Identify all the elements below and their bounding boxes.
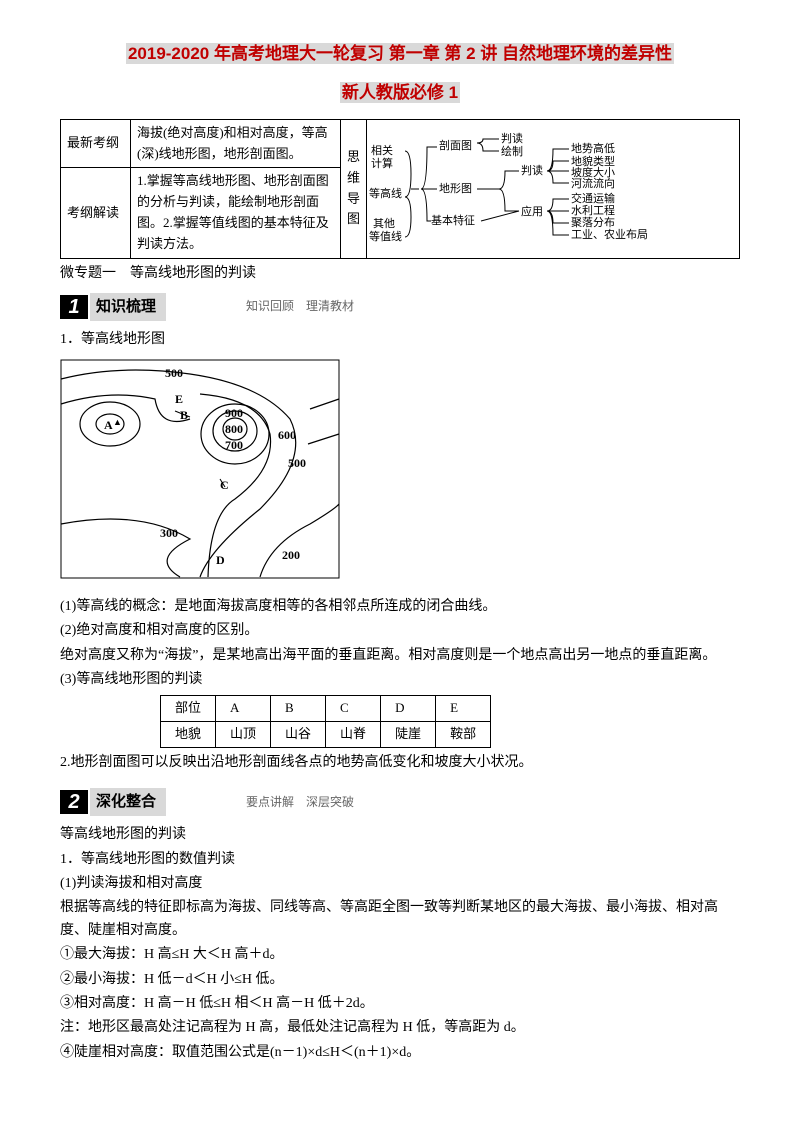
cell-kaogang-content: 海拔(绝对高度)和相对高度，等高(深)线地形图，地形剖面图。	[131, 119, 341, 168]
p1: 1．等高线地形图	[60, 329, 740, 351]
t2r5: 鞍部	[436, 722, 491, 748]
tree-b2: 地形图	[439, 182, 472, 195]
t2r1: 山顶	[216, 722, 271, 748]
t2h2: B	[271, 696, 326, 722]
tree-root3b: 等值线	[369, 229, 402, 243]
leaf6: 水利工程	[571, 204, 615, 217]
landform-table: 部位 A B C D E 地貌 山顶 山谷 山脊 陡崖 鞍部	[160, 695, 491, 748]
p7: 等高线地形图的判读	[60, 824, 740, 846]
t2r2: 山谷	[271, 722, 326, 748]
leaf7: 聚落分布	[571, 216, 615, 229]
section-1-title: 知识梳理	[90, 293, 166, 321]
leaf5: 交通运输	[571, 191, 615, 205]
p14: 注：地形区最高处注记高程为 H 高，最低处注记高程为 H 低，等高距为 d。	[60, 1017, 740, 1039]
section-1-header: 1 知识梳理 知识回顾 理清教材	[60, 293, 740, 321]
svg-text:500: 500	[288, 456, 306, 470]
svg-text:900: 900	[225, 406, 243, 420]
p9: (1)判读海拔和相对高度	[60, 873, 740, 895]
t2r0: 地貌	[161, 722, 216, 748]
p12: ②最小海拔：H 低－d＜H 小≤H 低。	[60, 969, 740, 991]
micro-topic: 微专题一 等高线地形图的判读	[60, 263, 740, 285]
t2h0: 部位	[161, 696, 216, 722]
cell-jiedu: 考纲解读	[61, 168, 131, 258]
svg-text:▲: ▲	[113, 417, 122, 427]
leaf8: 工业、农业布局	[571, 227, 648, 241]
leaf2: 地貌类型	[571, 154, 615, 168]
svg-text:200: 200	[282, 548, 300, 562]
svg-text:800: 800	[225, 422, 243, 436]
tree-b1: 剖面图	[439, 138, 472, 152]
cell-kaogang: 最新考纲	[61, 119, 131, 168]
svg-text:700: 700	[225, 438, 243, 452]
section-2-num: 2	[60, 790, 88, 814]
p5: (3)等高线地形图的判读	[60, 669, 740, 691]
tree-root2: 等高线	[369, 186, 402, 200]
svg-text:500: 500	[165, 366, 183, 380]
tree-b3: 基本特征	[431, 213, 475, 227]
tree-l2a: 判读	[521, 163, 543, 177]
section-2-sub: 要点讲解 深层突破	[246, 793, 354, 812]
outline-table: 最新考纲 海拔(绝对高度)和相对高度，等高(深)线地形图，地形剖面图。 思维导图…	[60, 119, 740, 259]
contour-map: 500 900 800 700 600 500 300 200 A▲ B C D…	[60, 359, 340, 579]
title-main: 2019-2020 年高考地理大一轮复习 第一章 第 2 讲 自然地理环境的差异…	[126, 43, 674, 64]
p2: (1)等高线的概念：是地面海拔高度相等的各相邻点所连成的闭合曲线。	[60, 596, 740, 618]
t2r3: 山脊	[326, 722, 381, 748]
p13: ③相对高度：H 高－H 低≤H 相＜H 高－H 低＋2d。	[60, 993, 740, 1015]
mindmap-svg: 相关 计算 等高线 其他 等值线 剖面图 地形图 基本特征 判读	[369, 129, 724, 249]
section-1-sub: 知识回顾 理清教材	[246, 297, 354, 316]
cell-mid: 思维导图	[341, 119, 367, 258]
leaf1: 地势高低	[571, 141, 615, 155]
p4: 绝对高度又称为“海拔”，是某地高出海平面的垂直距离。相对高度则是一个地点高出另一…	[60, 645, 740, 667]
t2h5: E	[436, 696, 491, 722]
section-2-title: 深化整合	[90, 788, 166, 816]
p11: ①最大海拔：H 高≤H 大＜H 高＋d。	[60, 944, 740, 966]
title-sub: 新人教版必修 1	[340, 82, 460, 103]
svg-text:E: E	[175, 392, 183, 406]
tree-root3: 其他	[373, 217, 395, 230]
cell-tree: 相关 计算 等高线 其他 等值线 剖面图 地形图 基本特征 判读	[367, 119, 740, 258]
p8: 1．等高线地形图的数值判读	[60, 849, 740, 871]
section-1-num: 1	[60, 295, 88, 319]
svg-text:D: D	[216, 553, 225, 567]
p10: 根据等高线的特征即标高为海拔、同线等高、等高距全图一致等判断某地区的最大海拔、最…	[60, 897, 740, 942]
tree-l3a: 应用	[521, 204, 543, 218]
tree-l1b: 绘制	[501, 144, 523, 158]
tree-root1b: 计算	[371, 156, 393, 170]
t2h4: D	[381, 696, 436, 722]
p15: ④陡崖相对高度：取值范围公式是(n－1)×d≤H＜(n＋1)×d。	[60, 1042, 740, 1064]
tree-root1: 相关	[371, 143, 393, 157]
t2h1: A	[216, 696, 271, 722]
title-wrap: 2019-2020 年高考地理大一轮复习 第一章 第 2 讲 自然地理环境的差异…	[60, 40, 740, 67]
tree-l1a: 判读	[501, 131, 523, 145]
leaf4: 河流流向	[571, 176, 615, 190]
cell-jiedu-content: 1.掌握等高线地形图、地形剖面图的分析与判读，能绘制地形剖面图。2.掌握等值线图…	[131, 168, 341, 258]
svg-text:A: A	[104, 418, 113, 432]
subtitle-wrap: 新人教版必修 1	[60, 79, 740, 106]
svg-text:300: 300	[160, 526, 178, 540]
t2r4: 陡崖	[381, 722, 436, 748]
t2h3: C	[326, 696, 381, 722]
leaf3: 坡度大小	[571, 165, 615, 179]
svg-text:600: 600	[278, 428, 296, 442]
p6: 2.地形剖面图可以反映出沿地形剖面线各点的地势高低变化和坡度大小状况。	[60, 752, 740, 774]
p3: (2)绝对高度和相对高度的区别。	[60, 620, 740, 642]
section-2-header: 2 深化整合 要点讲解 深层突破	[60, 788, 740, 816]
